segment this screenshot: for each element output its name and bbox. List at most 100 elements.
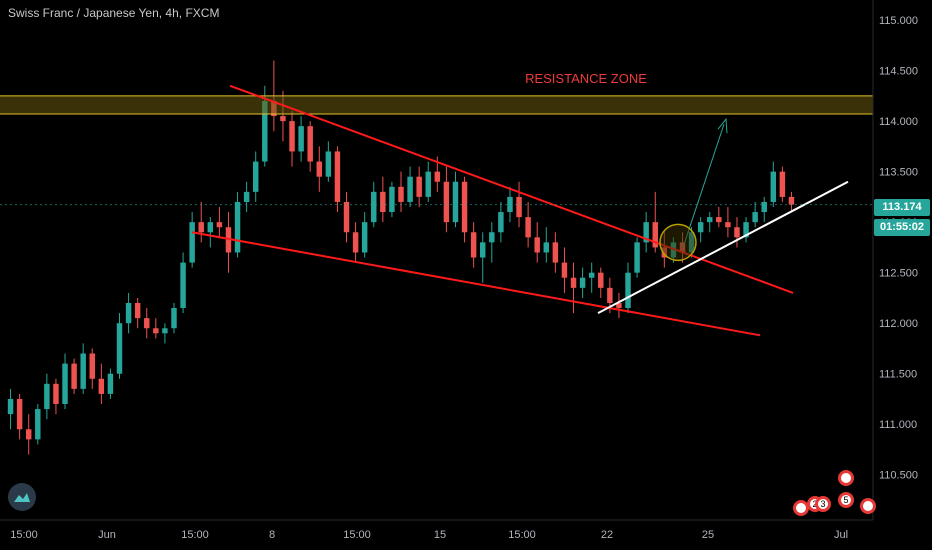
time-tick-label: 25	[702, 529, 714, 541]
candle-body	[470, 232, 477, 258]
candle-body	[107, 373, 114, 394]
candle-body	[507, 196, 513, 213]
candle-body	[371, 191, 377, 223]
price-tick-label: 114.000	[879, 116, 918, 128]
candle-body	[543, 242, 550, 253]
candle-body	[743, 222, 749, 238]
candle-body	[280, 116, 286, 122]
candlestick-series	[7, 60, 795, 455]
support-trendline	[597, 180, 849, 314]
candle-body	[525, 217, 531, 238]
price-tick-label: 112.500	[879, 268, 918, 280]
candle-body	[298, 126, 304, 152]
candle-body	[707, 217, 713, 223]
symbol-title[interactable]: Swiss Franc / Japanese Yen, 4h, FXCM	[8, 6, 220, 20]
projection-arrow-head	[717, 117, 728, 134]
candle-body	[416, 176, 422, 197]
candle-body	[625, 272, 631, 309]
candle-body	[207, 222, 214, 233]
candle-body	[334, 151, 341, 202]
projection-arrow-line	[682, 124, 725, 248]
candle-body	[407, 176, 413, 202]
tradingview-logo-icon[interactable]	[8, 483, 36, 511]
time-tick-label: 15:00	[10, 529, 38, 541]
candle-body	[570, 277, 577, 288]
candle-body	[71, 363, 77, 389]
candle-body	[588, 272, 595, 278]
time-tick-label: Jul	[834, 529, 848, 541]
candle-body	[579, 277, 586, 288]
resistance-zone-label: RESISTANCE ZONE	[525, 71, 647, 86]
time-axis[interactable]: 15:00 Jun 15:00 8 15:00 15 15:00 22 25 Jul	[10, 529, 848, 541]
candle-body	[652, 222, 658, 248]
candle-body	[325, 151, 332, 177]
candle-body	[561, 262, 568, 278]
candle-body	[352, 232, 359, 253]
candle-body	[734, 227, 740, 238]
candle-body	[62, 363, 68, 405]
candle-body	[80, 353, 86, 389]
time-tick-label: 15:00	[508, 529, 536, 541]
candle-body	[452, 181, 459, 223]
candle-body	[598, 272, 604, 288]
candle-body	[171, 308, 177, 329]
candle-body	[243, 191, 250, 202]
candle-body	[162, 328, 168, 334]
event-marker[interactable]: 5	[838, 492, 854, 508]
candle-body	[552, 242, 559, 263]
candle-body	[144, 318, 150, 329]
candle-body	[634, 242, 640, 273]
candle-body	[35, 409, 41, 440]
candle-body	[252, 161, 259, 192]
candle-body	[761, 201, 767, 213]
candle-body	[216, 222, 223, 228]
candle-body	[498, 212, 504, 233]
time-tick-label: 22	[601, 529, 613, 541]
candle-body	[434, 171, 441, 182]
time-tick-label: Jun	[98, 529, 116, 541]
current-price-badge: 113.174	[874, 199, 930, 216]
candle-body	[125, 302, 132, 324]
candle-body	[180, 262, 186, 309]
candle-body	[770, 171, 777, 202]
candle-body	[44, 383, 50, 410]
time-tick-label: 8	[269, 529, 275, 541]
event-marker[interactable]	[838, 470, 854, 486]
candle-body	[343, 201, 350, 233]
price-tick-label: 110.500	[879, 470, 918, 482]
candle-body	[389, 186, 395, 213]
candle-body	[198, 222, 204, 233]
candle-body	[116, 323, 123, 374]
candle-body	[443, 181, 450, 223]
candle-body	[480, 242, 486, 258]
price-tick-label: 115.000	[879, 15, 918, 27]
retest-highlight-circle	[659, 223, 697, 262]
candle-body	[380, 191, 386, 213]
candle-body	[234, 201, 241, 253]
candle-body	[779, 171, 786, 197]
candle-body	[153, 328, 159, 334]
price-tick-label: 113.500	[879, 167, 918, 179]
candle-body	[289, 121, 295, 152]
price-tick-label: 114.500	[879, 66, 918, 78]
candle-body	[425, 171, 431, 197]
time-tick-label: 15:00	[181, 529, 209, 541]
candle-body	[98, 378, 105, 394]
candle-body	[643, 222, 649, 243]
candle-body	[489, 232, 495, 243]
drawing-overlays	[0, 84, 873, 337]
lower-trendline	[191, 231, 761, 337]
candle-body	[616, 302, 622, 309]
time-tick-label: 15:00	[343, 529, 371, 541]
candle-body	[134, 302, 141, 319]
candle-body	[697, 222, 704, 233]
event-marker[interactable]: 3	[815, 496, 831, 512]
event-marker[interactable]	[860, 498, 876, 514]
candle-body	[7, 398, 14, 415]
candle-body	[516, 196, 522, 218]
upper-trendline	[229, 84, 794, 294]
time-tick-label: 15	[434, 529, 446, 541]
candle-body	[398, 186, 404, 202]
